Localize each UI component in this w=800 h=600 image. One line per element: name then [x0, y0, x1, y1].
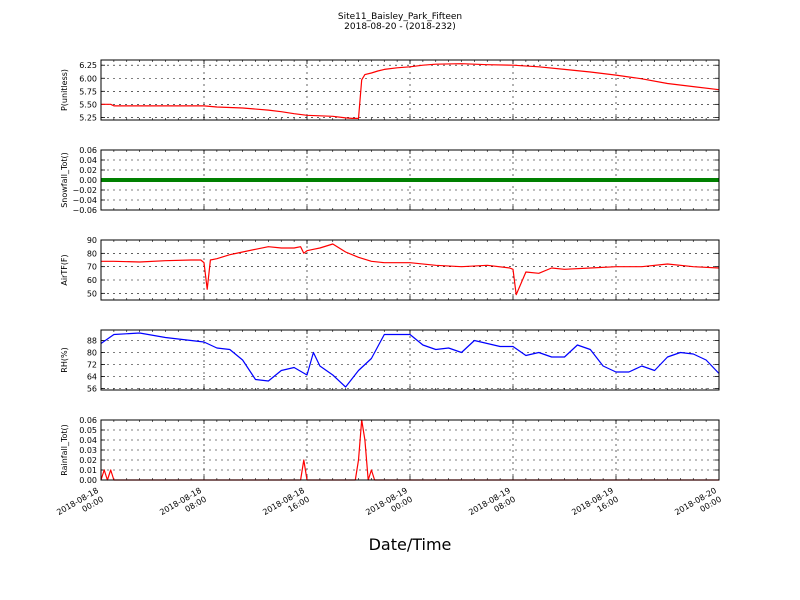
- y-tick-label: 0.02: [79, 166, 97, 175]
- y-tick-label: 0.00: [79, 176, 97, 185]
- y-tick-label: 72: [87, 361, 97, 370]
- figure-title: Site11_Baisley_Park_Fifteen: [338, 12, 462, 22]
- panel-rainfall: 0.000.010.020.030.040.050.06 Rainfall_Tot…: [55, 416, 723, 517]
- axes-frame: [100, 149, 720, 211]
- y-tick-label: 56: [87, 385, 97, 394]
- y-tick-label: 60: [87, 276, 97, 285]
- y-tick-label: 90: [87, 236, 97, 245]
- y-tick-label: 0.00: [79, 476, 97, 485]
- x-axis-label: Date/Time: [369, 535, 452, 554]
- y-tick-label: 80: [87, 249, 97, 258]
- y-tick-label: 0.03: [79, 446, 97, 455]
- y-tick-label: 64: [87, 373, 97, 382]
- y-tick-label: 70: [87, 263, 97, 272]
- series-line-rh: [100, 332, 720, 388]
- y-tick-label: 0.04: [79, 436, 97, 445]
- panel-snowfall: −0.06−0.04−0.020.000.020.040.06 Snowfall_…: [60, 146, 720, 215]
- axes-frame: [100, 329, 720, 391]
- y-tick-label: 0.06: [79, 416, 97, 425]
- y-tick-label: 0.06: [79, 146, 97, 155]
- panel-pressure: 5.25 5.50 5.75 6.00 6.25 P(unitless): [60, 59, 720, 122]
- y-tick-label: −0.02: [72, 186, 97, 195]
- figure-subtitle: 2018-08-20 - (2018-232): [344, 22, 456, 32]
- y-axis-label: Snowfall_Tot(): [60, 152, 69, 208]
- y-tick-label: 50: [87, 289, 97, 298]
- y-tick-label: 5.75: [79, 87, 97, 96]
- y-tick-label: 88: [87, 337, 97, 346]
- y-tick-label: 80: [87, 349, 97, 358]
- axes-frame: [100, 419, 720, 481]
- panel-air-temp: 50 60 70 80 90 AirTF(F): [60, 236, 720, 301]
- y-axis-label: AirTF(F): [60, 254, 69, 285]
- series-line-air-temp: [101, 243, 720, 296]
- y-tick-label: 0.02: [79, 456, 97, 465]
- y-tick-label: 5.50: [79, 100, 97, 109]
- y-axis-label: RH(%): [60, 347, 69, 372]
- y-axis-label: P(unitless): [60, 69, 69, 111]
- y-tick-label: −0.04: [72, 196, 97, 205]
- y-tick-label: −0.06: [72, 206, 97, 215]
- axes-frame: [100, 59, 720, 121]
- subplots: 5.255.505.756.006.25P(unitless)−0.06−0.0…: [55, 59, 723, 517]
- y-tick-label: 6.00: [79, 74, 97, 83]
- panel-rh: 56 64 72 80 88 RH(%): [60, 329, 720, 394]
- series-line-pressure: [101, 63, 720, 120]
- y-tick-label: 6.25: [79, 61, 97, 70]
- y-tick-label: 0.05: [79, 426, 97, 435]
- y-tick-label: 0.01: [79, 466, 97, 475]
- y-tick-label: 5.25: [79, 113, 97, 122]
- y-axis-label: Rainfall_Tot(): [60, 424, 69, 476]
- y-tick-label: 0.04: [79, 156, 97, 165]
- axes-frame: [100, 239, 720, 301]
